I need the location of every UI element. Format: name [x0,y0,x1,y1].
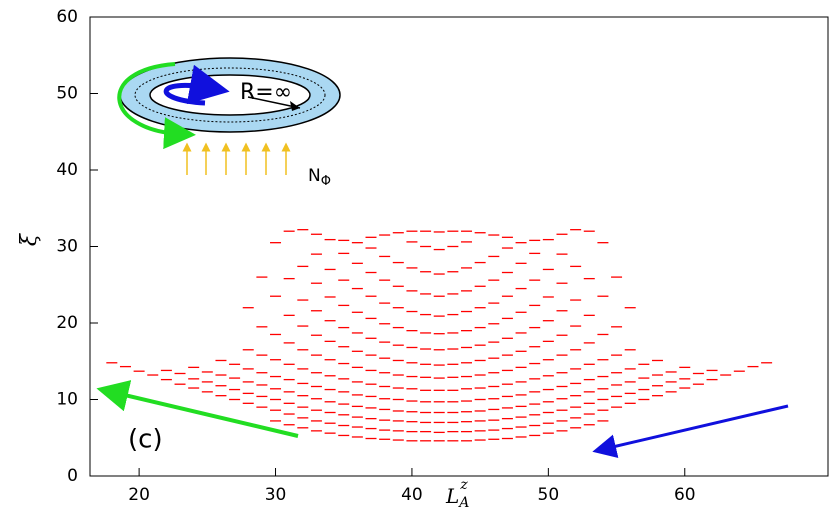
y-tick-label: 30 [56,237,78,257]
flux-base: N [308,166,321,186]
y-tick-label: 60 [56,7,78,27]
x-label-sub: A [457,495,469,511]
plot-area [106,229,773,442]
y-tick-label: 10 [56,390,78,410]
radius-label: R=∞ [240,80,292,105]
flux-sub: Φ [321,174,331,189]
panel-label: (c) [128,425,163,455]
green-arrow [96,380,299,438]
y-tick-label: 20 [56,313,78,333]
x-axis-label: LAz [445,477,469,511]
blue-arrow [592,404,789,458]
x-tick-label: 20 [128,485,150,505]
inset: R=∞ NΦ [117,57,341,189]
x-label-sup: z [459,477,468,493]
y-axis-label: ξ [17,232,42,246]
y-tick-label: 40 [56,160,78,180]
flux-label: NΦ [308,166,331,189]
y-tick-label: 0 [67,466,78,486]
x-label-base: L [445,484,459,508]
x-tick-label: 60 [674,485,696,505]
x-tick-label: 40 [401,485,423,505]
x-tick-label: 30 [265,485,287,505]
x-tick-label: 50 [538,485,560,505]
y-tick-label: 50 [56,84,78,104]
